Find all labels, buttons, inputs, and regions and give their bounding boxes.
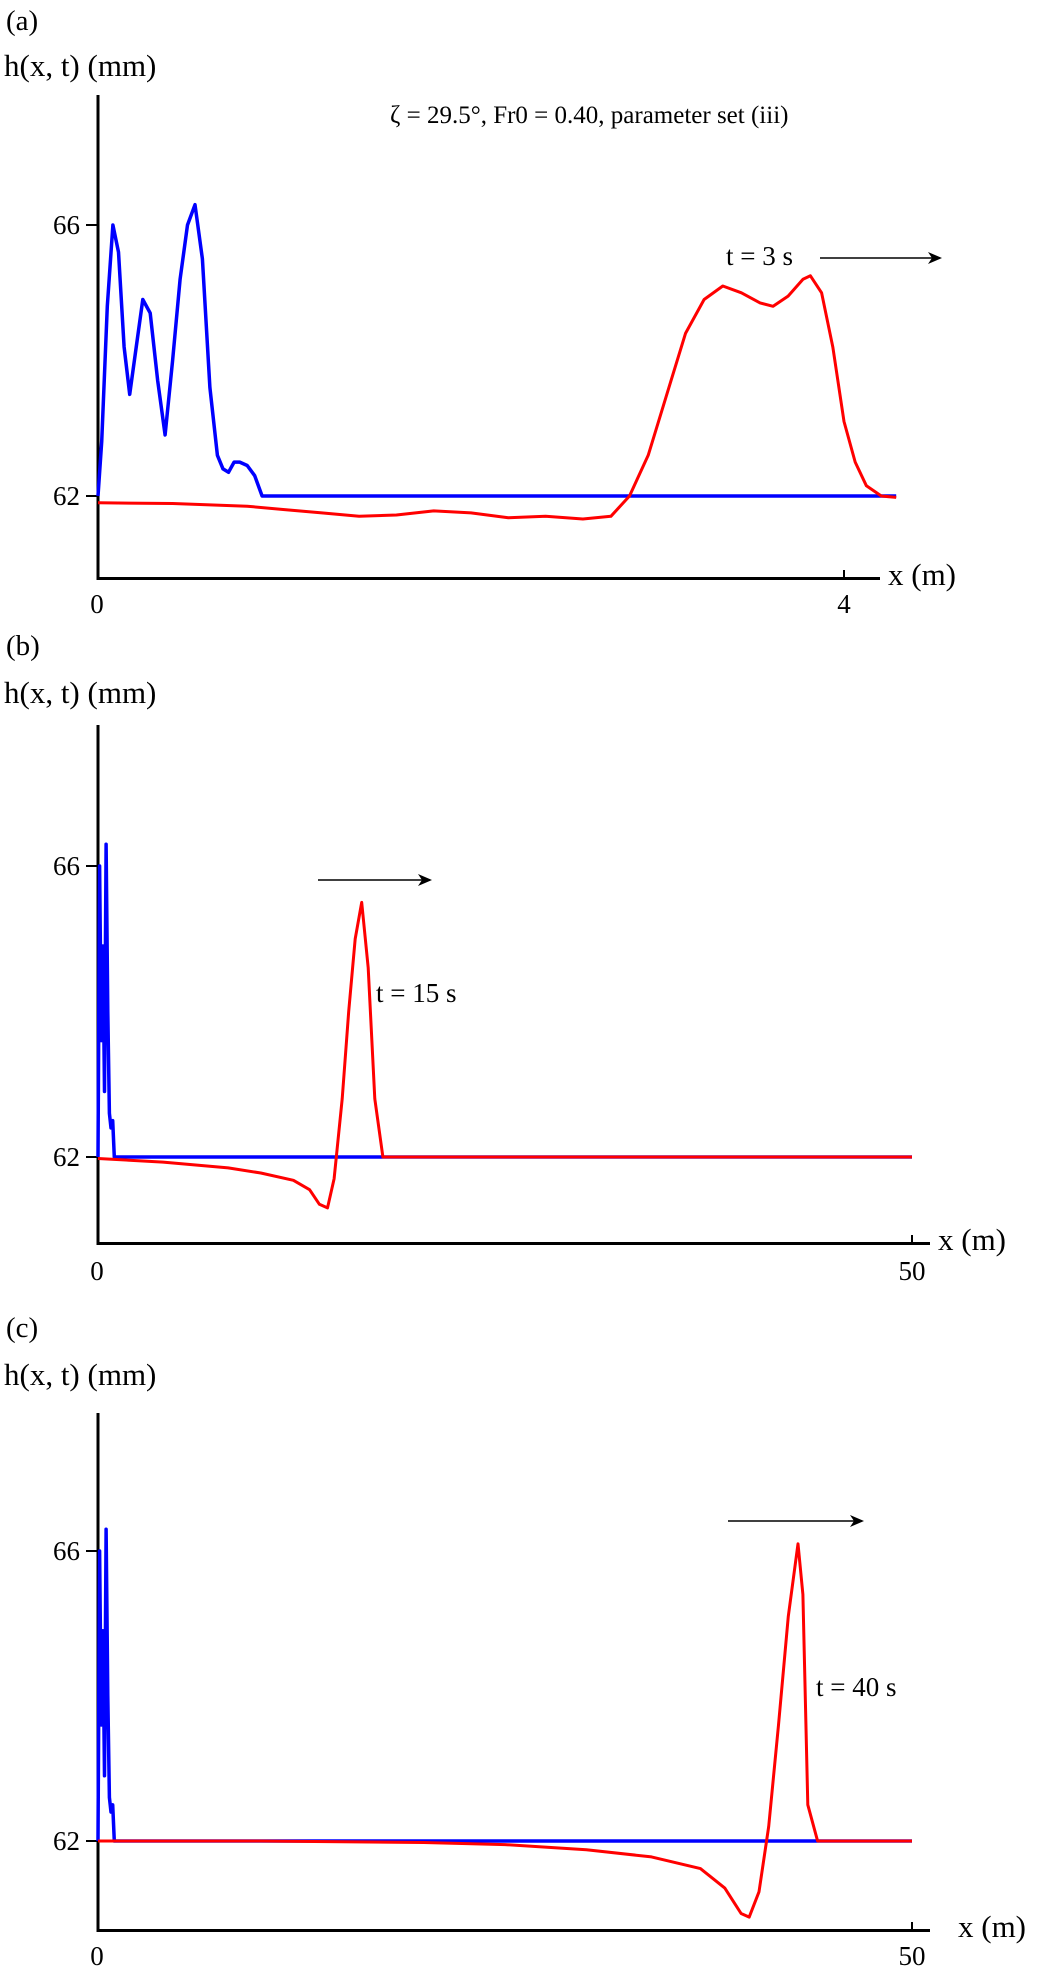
- panel-c-time-label: t = 40 s: [816, 1672, 897, 1702]
- panel-b-xlabel: x (m): [938, 1222, 1006, 1257]
- panel-a-xlabel: x (m): [888, 557, 956, 592]
- panel-c-label: (c): [6, 1312, 38, 1344]
- panel-b-ytick-label-62: 62: [53, 1142, 80, 1172]
- panel-a-ytick-label-62: 62: [53, 481, 80, 511]
- panel-c-series-evolved: [98, 1542, 912, 1919]
- panel-a-xtick-label-0: 0: [90, 589, 104, 619]
- panel-b: (b) h(x, t) (mm) x (m) 66 62 0 50 t = 15…: [4, 630, 1006, 1286]
- panel-b-ylabel: h(x, t) (mm): [4, 675, 156, 710]
- panel-c-ylabel: h(x, t) (mm): [4, 1357, 156, 1392]
- panel-c-ytick-label-66: 66: [53, 1536, 80, 1566]
- panel-c-xlabel: x (m): [958, 1909, 1026, 1944]
- panel-c-series-initial: [96, 1527, 912, 1843]
- panel-c: (c) h(x, t) (mm) x (m) 66 62 0 50 t = 40…: [4, 1312, 1026, 1970]
- panel-a-ylabel: h(x, t) (mm): [4, 48, 156, 83]
- panel-a: (a) h(x, t) (mm) ζ = 29.5°, Fr0 = 0.40, …: [4, 5, 956, 619]
- panel-c-xtick-label-50: 50: [899, 1941, 926, 1970]
- panel-b-xtick-label-0: 0: [90, 1256, 104, 1286]
- panel-a-series-evolved: [97, 274, 897, 521]
- panel-b-xtick-label-50: 50: [899, 1256, 926, 1286]
- panel-c-xtick-label-0: 0: [90, 1941, 104, 1970]
- panel-a-label: (a): [6, 5, 38, 37]
- panel-b-label: (b): [6, 630, 40, 662]
- panel-a-time-label: t = 3 s: [726, 241, 793, 271]
- panel-b-series-evolved: [97, 900, 912, 1210]
- panel-a-ytick-label-66: 66: [53, 210, 80, 240]
- panel-c-ytick-label-62: 62: [53, 1826, 80, 1856]
- panel-a-annotation: ζ = 29.5°, Fr0 = 0.40, parameter set (ii…: [390, 102, 788, 129]
- panel-a-xtick-label-4: 4: [837, 589, 851, 619]
- panel-b-time-label: t = 15 s: [376, 978, 457, 1008]
- panel-a-series-initial: [96, 202, 897, 498]
- panel-b-series-initial: [96, 842, 912, 1159]
- panel-b-ytick-label-66: 66: [53, 851, 80, 881]
